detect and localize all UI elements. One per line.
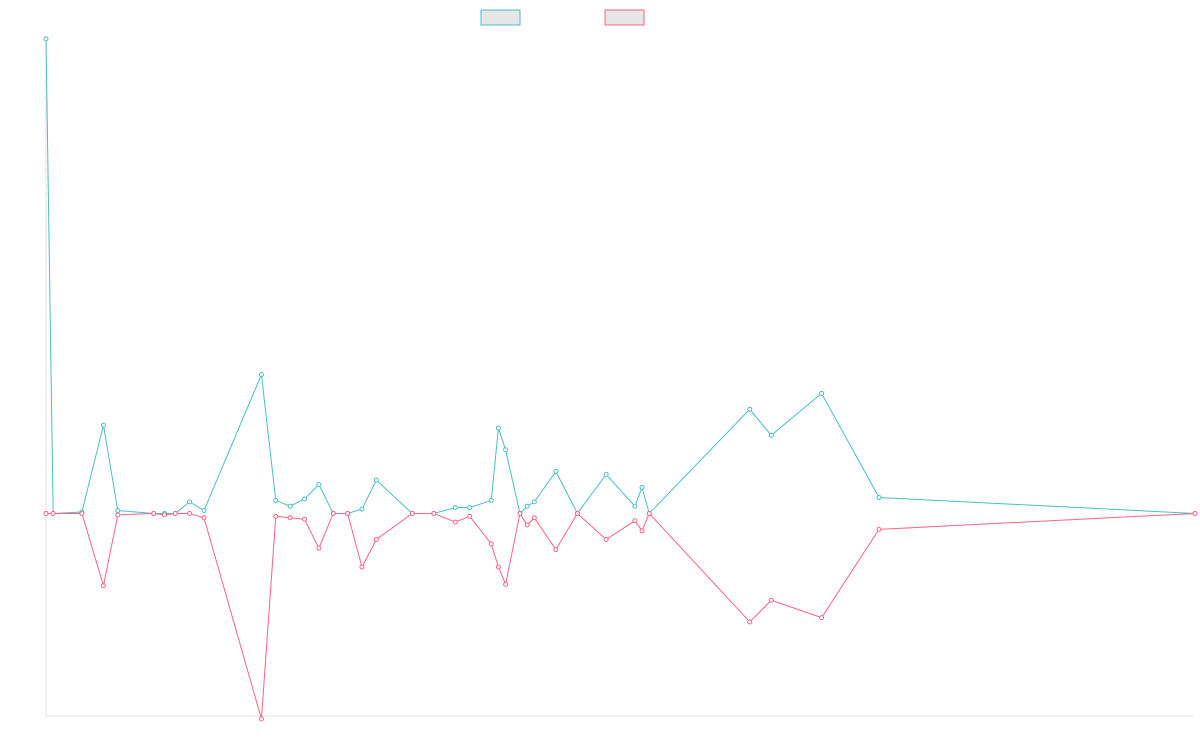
series-2-point-33[interactable] bbox=[639, 528, 645, 534]
series-2-point-36[interactable] bbox=[768, 597, 774, 603]
series-1-point-24[interactable] bbox=[495, 425, 501, 431]
series-1-point-12[interactable] bbox=[287, 503, 293, 509]
series-1-point-14[interactable] bbox=[316, 482, 322, 488]
series-1-point-38[interactable] bbox=[876, 495, 882, 501]
legend bbox=[480, 9, 645, 26]
series-1-point-27[interactable] bbox=[524, 503, 530, 509]
series-2-point-17[interactable] bbox=[359, 564, 365, 570]
series-1-point-0[interactable] bbox=[43, 36, 49, 42]
series-2-point-32[interactable] bbox=[632, 518, 638, 524]
series-2-point-28[interactable] bbox=[531, 515, 537, 521]
series-1-point-21[interactable] bbox=[452, 505, 458, 511]
series-2-point-20[interactable] bbox=[431, 510, 437, 516]
series-2-point-11[interactable] bbox=[273, 513, 279, 519]
series-2-point-35[interactable] bbox=[747, 619, 753, 625]
series-2-point-12[interactable] bbox=[287, 515, 293, 521]
series-2-line bbox=[46, 512, 1196, 720]
series-1-point-13[interactable] bbox=[302, 496, 308, 502]
series-2-point-38[interactable] bbox=[876, 526, 882, 532]
series-2-point-39[interactable] bbox=[1192, 510, 1198, 516]
series-1-point-29[interactable] bbox=[553, 468, 559, 474]
series-2-point-29[interactable] bbox=[553, 547, 559, 553]
series-2-point-30[interactable] bbox=[574, 510, 580, 516]
series-2-point-13[interactable] bbox=[302, 516, 308, 522]
series-1-point-32[interactable] bbox=[632, 503, 638, 509]
series-2-point-16[interactable] bbox=[345, 510, 351, 516]
series-1-point-35[interactable] bbox=[747, 406, 753, 412]
series-2-point-19[interactable] bbox=[409, 510, 415, 516]
series-2-point-37[interactable] bbox=[819, 615, 825, 621]
series-2-point-9[interactable] bbox=[201, 515, 207, 521]
series-layer bbox=[43, 36, 1198, 722]
series-2-point-10[interactable] bbox=[258, 716, 264, 722]
series-1-point-18[interactable] bbox=[373, 477, 379, 483]
series-2 bbox=[43, 510, 1198, 722]
series-1-point-22[interactable] bbox=[467, 505, 473, 511]
series-2-point-23[interactable] bbox=[488, 541, 494, 547]
series-1-point-4[interactable] bbox=[115, 508, 121, 514]
series-1-point-28[interactable] bbox=[531, 499, 537, 505]
series-1-line bbox=[45, 38, 1196, 515]
series-2-point-5[interactable] bbox=[151, 510, 157, 516]
series-1-point-36[interactable] bbox=[768, 432, 774, 438]
series-2-point-26[interactable] bbox=[517, 510, 523, 516]
series-1-point-9[interactable] bbox=[201, 508, 207, 514]
series-2-point-3[interactable] bbox=[100, 583, 106, 589]
series-1-point-11[interactable] bbox=[273, 497, 279, 503]
series-2-point-1[interactable] bbox=[50, 510, 56, 516]
series-1-point-10[interactable] bbox=[258, 372, 264, 378]
series-2-point-0[interactable] bbox=[43, 510, 49, 516]
legend-swatch-series-2[interactable] bbox=[604, 9, 645, 26]
series-2-point-21[interactable] bbox=[452, 519, 458, 525]
series-1-point-3[interactable] bbox=[100, 422, 106, 428]
series-1-point-33[interactable] bbox=[639, 484, 645, 490]
series-2-point-6[interactable] bbox=[161, 512, 167, 518]
series-2-point-7[interactable] bbox=[172, 510, 178, 516]
series-2-point-4[interactable] bbox=[115, 512, 121, 518]
series-2-point-31[interactable] bbox=[603, 536, 609, 542]
series-2-point-8[interactable] bbox=[187, 510, 193, 516]
series-2-point-34[interactable] bbox=[646, 510, 652, 516]
series-1-point-25[interactable] bbox=[503, 447, 509, 453]
series-2-point-14[interactable] bbox=[316, 545, 322, 551]
series-2-point-18[interactable] bbox=[373, 536, 379, 542]
series-1-point-8[interactable] bbox=[187, 499, 193, 505]
series-2-point-15[interactable] bbox=[330, 510, 336, 516]
series-1-point-37[interactable] bbox=[819, 390, 825, 396]
series-1 bbox=[43, 36, 1198, 516]
series-1-point-31[interactable] bbox=[603, 471, 609, 477]
axes bbox=[45, 36, 1195, 717]
series-2-point-25[interactable] bbox=[503, 581, 509, 587]
series-2-point-27[interactable] bbox=[524, 522, 530, 528]
legend-swatch-series-1[interactable] bbox=[480, 9, 521, 26]
series-2-point-22[interactable] bbox=[467, 513, 473, 519]
series-1-point-17[interactable] bbox=[359, 506, 365, 512]
series-1-point-23[interactable] bbox=[488, 497, 494, 503]
series-2-point-24[interactable] bbox=[495, 564, 501, 570]
series-2-point-2[interactable] bbox=[79, 510, 85, 516]
